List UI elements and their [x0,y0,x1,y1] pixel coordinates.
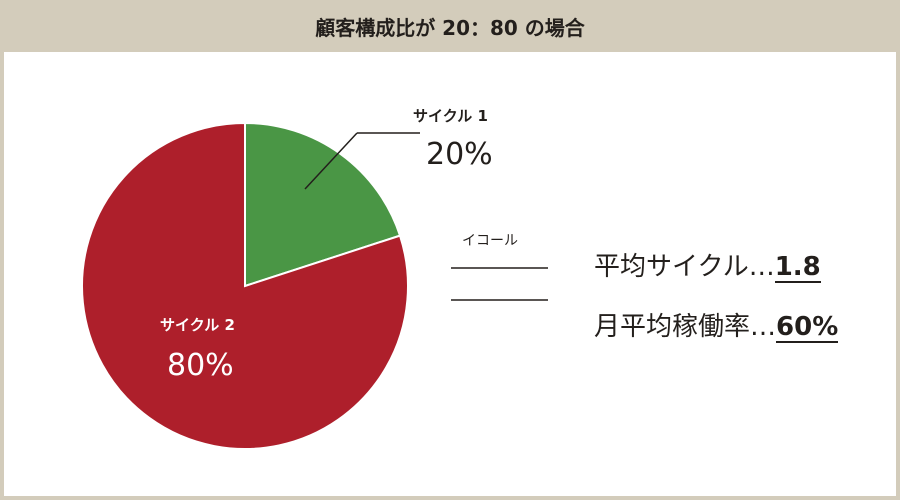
chart-title: 顧客構成比が 20：80 の場合 [315,15,585,40]
stat-monthly-utilization-label: 月平均稼働率… [594,312,777,342]
stat-average-cycle: 平均サイクル… 1.8 [594,246,821,284]
equal-label: イコール [462,233,518,249]
stat-monthly-utilization-value: 60% [776,312,839,344]
slice-value-cycle-1: 20% [426,137,493,172]
stat-average-cycle-label: 平均サイクル… [594,252,775,282]
pie-slice-cycle-2 [81,121,409,450]
stat-average-cycle-value: 1.8 [774,252,821,284]
slice-value-cycle-2: 80% [167,348,234,383]
leader-line-cycle-1 [304,132,358,190]
pie-slice-cycle-1 [244,121,402,288]
stat-monthly-utilization: 月平均稼働率… 60% [594,306,839,344]
slice-label-cycle-2: サイクル 2 [160,316,235,334]
slice-label-cycle-1: サイクル 1 [413,107,488,125]
